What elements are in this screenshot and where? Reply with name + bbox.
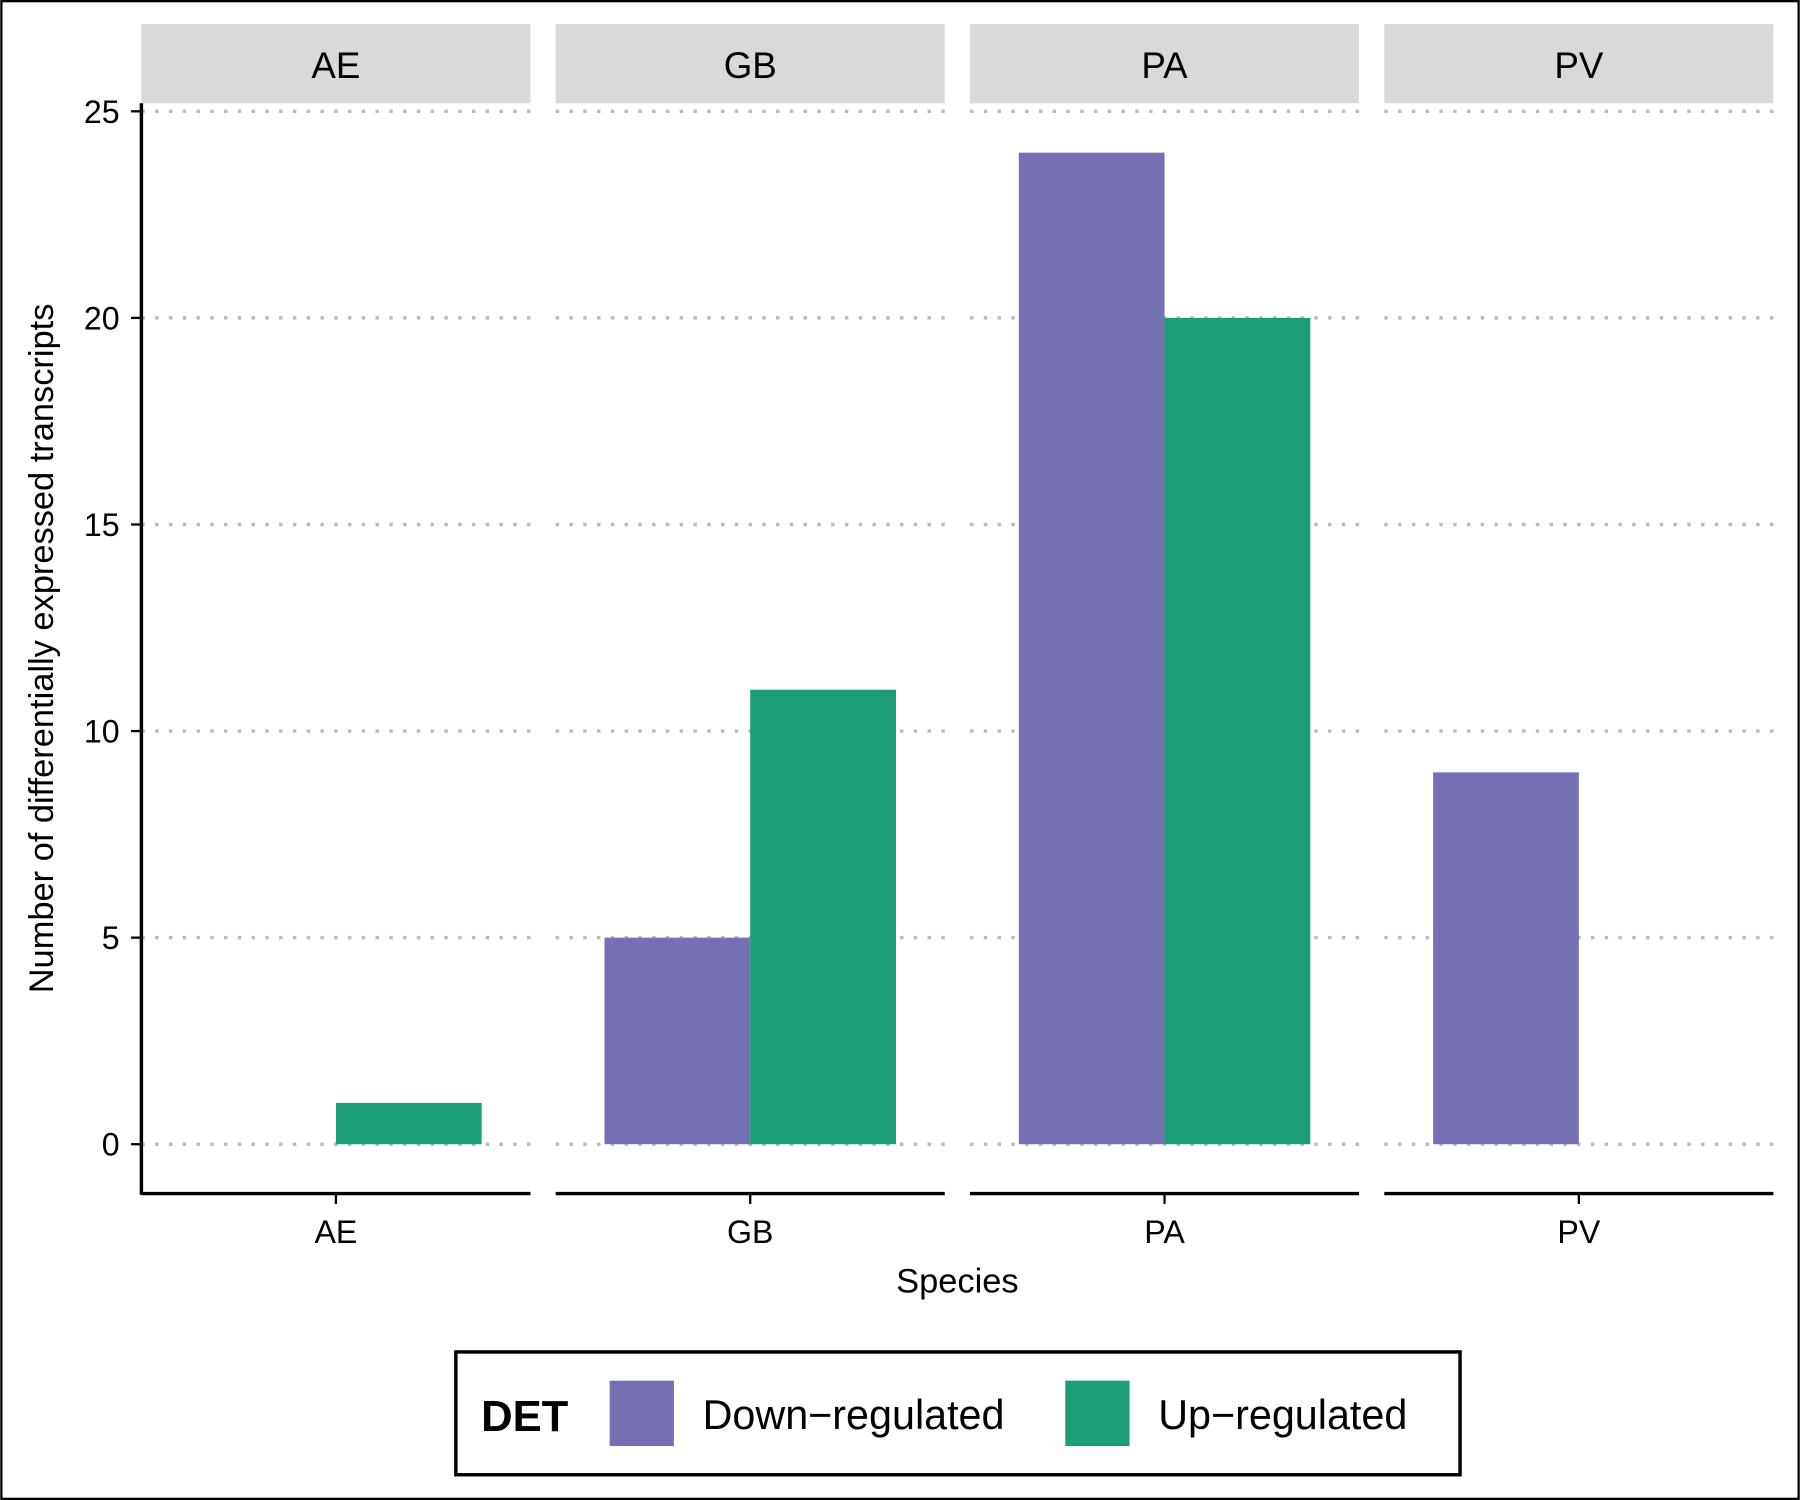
bar-gb-up-regulated <box>750 689 896 1145</box>
legend: DET Down−regulated Up−regulated <box>454 1350 1462 1477</box>
bar-ae-up-regulated <box>335 1102 482 1145</box>
bar-pv-down-regulated <box>1433 772 1579 1145</box>
legend-key-down-regulated <box>609 1380 674 1447</box>
y-tick-label: 25 <box>84 94 120 130</box>
legend-label-down-regulated: Down−regulated <box>703 1392 1005 1438</box>
y-tick-label: 15 <box>84 507 120 543</box>
facet-strip <box>555 24 945 104</box>
x-tick-label: GB <box>727 1214 773 1250</box>
facet-strip <box>141 24 531 104</box>
facet-strip-label: PA <box>1141 45 1188 86</box>
facet-panel-ae: AE AE <box>141 24 531 1250</box>
facet-panel-pa: PA PA <box>970 24 1360 1250</box>
legend-key-up-regulated <box>1065 1380 1130 1447</box>
facet-panel-gb: GB GB <box>555 24 945 1250</box>
facet-strip <box>1384 24 1774 104</box>
x-tick-label: PA <box>1144 1214 1185 1250</box>
y-tick-label: 10 <box>84 714 120 750</box>
y-tick-label: 0 <box>102 1127 120 1163</box>
facet-strip-label: GB <box>724 45 777 86</box>
facet-panel-pv: PV PV <box>1384 24 1774 1250</box>
legend-title: DET <box>481 1393 569 1441</box>
y-tick-label: 5 <box>102 920 120 956</box>
bar-pa-down-regulated <box>1018 152 1165 1145</box>
y-tick-label: 20 <box>84 300 120 336</box>
bar-pa-up-regulated <box>1164 317 1311 1145</box>
facet-strip-label: AE <box>311 45 360 86</box>
legend-label-up-regulated: Up−regulated <box>1158 1392 1407 1438</box>
facet-strip <box>970 24 1360 104</box>
bar-gb-down-regulated <box>604 937 751 1145</box>
x-axis-title: Species <box>896 1262 1018 1300</box>
x-tick-label: AE <box>314 1214 357 1250</box>
facet-strip-label: PV <box>1554 45 1603 86</box>
x-tick-label: PV <box>1557 1214 1600 1250</box>
y-axis-title: Number of differentially expressed trans… <box>23 304 61 994</box>
